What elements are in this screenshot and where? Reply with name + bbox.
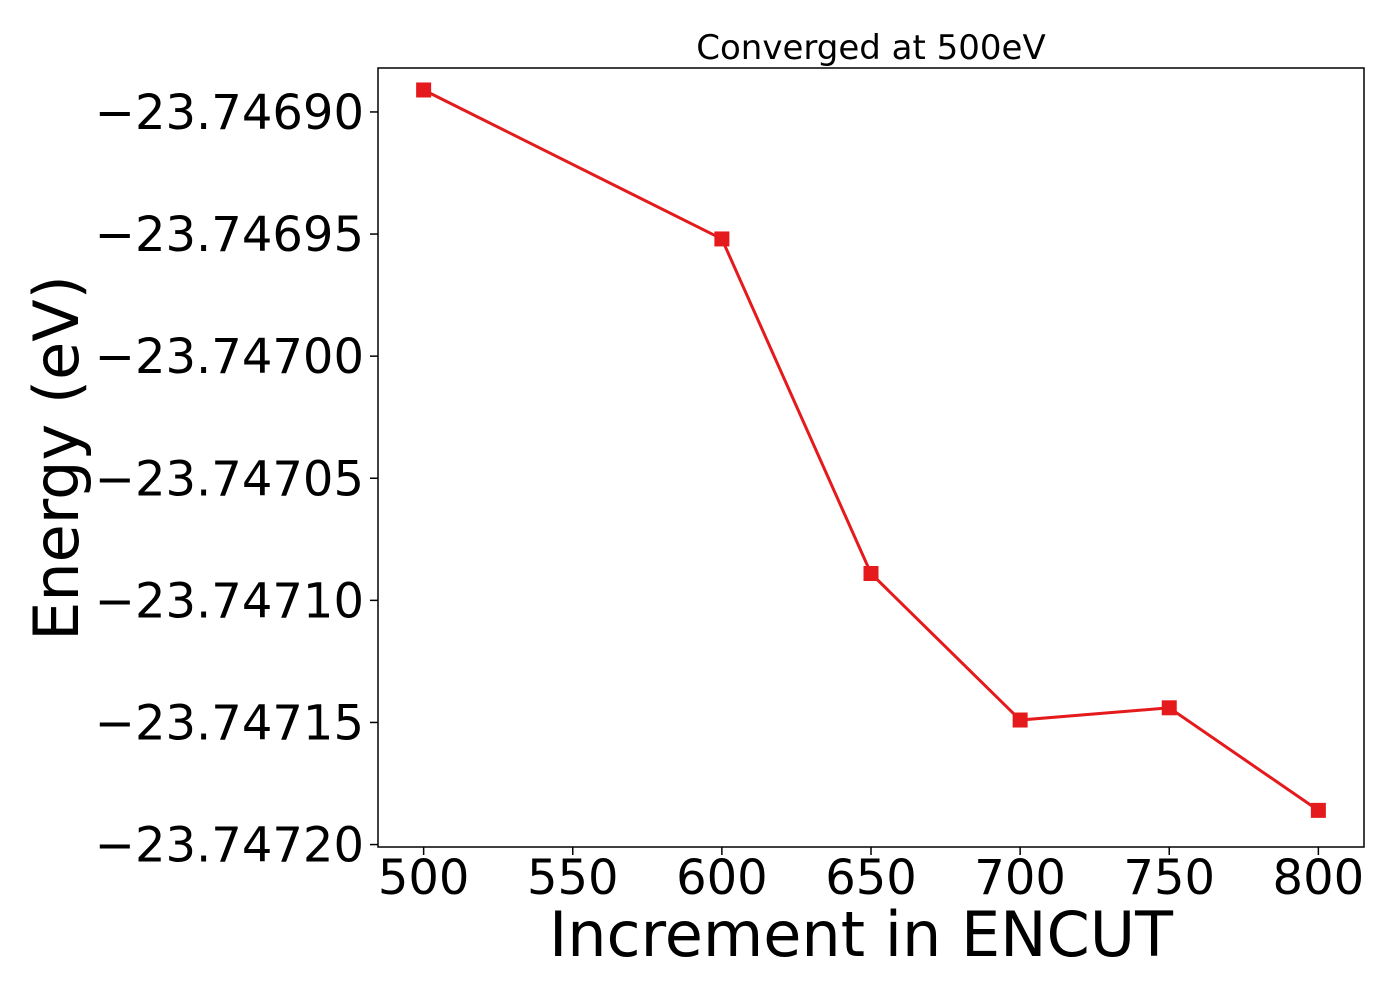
- x-tick-label: 700: [974, 850, 1066, 906]
- y-axis: −23.74690 −23.74695 −23.74700 −23.74705 −23.…: [95, 85, 378, 874]
- y-tick-label: −23.74690: [95, 85, 364, 141]
- data-point-marker: [714, 231, 730, 247]
- x-tick-label: 800: [1273, 850, 1365, 906]
- data-point-marker: [1012, 712, 1028, 728]
- x-tick-label: 750: [1123, 850, 1215, 906]
- y-tick-label: −23.74710: [95, 573, 364, 629]
- x-tick-label: 500: [378, 850, 470, 906]
- y-tick-label: −23.74695: [95, 207, 364, 263]
- data-point-marker: [1161, 700, 1177, 716]
- x-tick-label: 550: [527, 850, 619, 906]
- plot-frame: [377, 67, 1365, 848]
- y-axis-label: Energy (eV): [20, 275, 93, 641]
- y-tick-label: −23.74715: [95, 695, 364, 751]
- data-point-marker: [863, 565, 879, 581]
- x-axis-label: Increment in ENCUT: [549, 898, 1174, 971]
- y-tick-label: −23.74700: [95, 329, 364, 385]
- series-group: [416, 82, 1326, 818]
- x-tick-label: 600: [676, 850, 768, 906]
- x-axis: 500 550 600 650 700 750 800: [378, 847, 1364, 906]
- y-tick-label: −23.74720: [95, 818, 364, 874]
- chart-title: Converged at 500eV: [696, 28, 1045, 68]
- series-line: [422, 88, 1320, 812]
- y-tick-label: −23.74705: [95, 451, 364, 507]
- data-point-marker: [416, 82, 432, 98]
- data-point-marker: [1310, 802, 1326, 818]
- x-tick-label: 650: [825, 850, 917, 906]
